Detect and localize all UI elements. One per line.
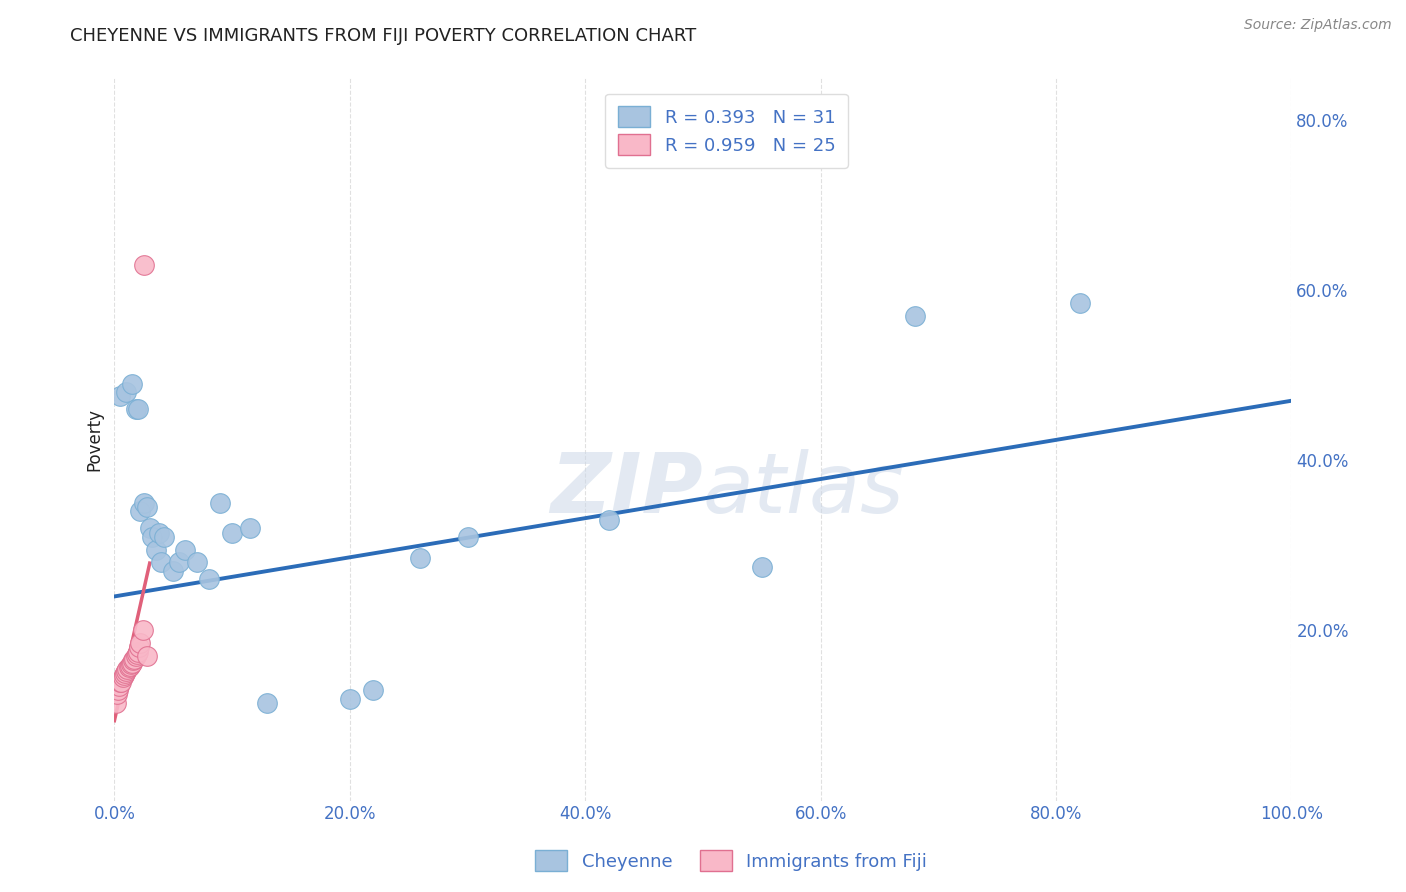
Point: [150, 555, 173, 569]
Point: [148, 525, 170, 540]
Text: CHEYENNE VS IMMIGRANTS FROM FIJI POVERTY CORRELATION CHART: CHEYENNE VS IMMIGRANTS FROM FIJI POVERTY…: [70, 27, 696, 45]
Text: ZIP: ZIP: [550, 450, 703, 530]
Legend: R = 0.393   N = 31, R = 0.959   N = 25: R = 0.393 N = 31, R = 0.959 N = 25: [605, 94, 848, 168]
Point: [162, 564, 184, 578]
Point: [363, 683, 385, 698]
Point: [110, 674, 132, 689]
Point: [122, 653, 145, 667]
Point: [174, 542, 197, 557]
Text: Source: ZipAtlas.com: Source: ZipAtlas.com: [1244, 18, 1392, 32]
Point: [112, 667, 135, 681]
Point: [129, 504, 152, 518]
Point: [457, 530, 479, 544]
Point: [136, 500, 159, 514]
Point: [904, 309, 927, 323]
Point: [197, 573, 219, 587]
Point: [167, 555, 190, 569]
Point: [339, 691, 361, 706]
Point: [145, 542, 167, 557]
Text: atlas: atlas: [703, 450, 904, 530]
Point: [108, 679, 131, 693]
Legend: Cheyenne, Immigrants from Fiji: Cheyenne, Immigrants from Fiji: [527, 843, 935, 879]
Point: [751, 559, 773, 574]
Point: [221, 525, 243, 540]
Point: [121, 656, 143, 670]
Point: [141, 530, 163, 544]
Point: [124, 651, 146, 665]
Point: [129, 636, 152, 650]
Point: [209, 496, 232, 510]
Point: [186, 555, 208, 569]
Point: [136, 648, 159, 663]
Point: [118, 659, 141, 673]
Point: [124, 648, 146, 663]
Point: [124, 402, 146, 417]
Point: [128, 640, 150, 655]
Point: [121, 376, 143, 391]
Point: [115, 665, 138, 679]
Point: [125, 647, 148, 661]
Point: [131, 624, 153, 638]
Point: [598, 513, 620, 527]
Point: [256, 696, 278, 710]
Point: [132, 496, 155, 510]
Point: [110, 674, 132, 689]
Point: [104, 696, 127, 710]
Point: [110, 389, 132, 403]
Point: [127, 645, 149, 659]
Point: [111, 670, 134, 684]
Point: [117, 660, 139, 674]
Point: [153, 530, 176, 544]
Point: [138, 521, 160, 535]
Point: [132, 258, 155, 272]
Point: [115, 385, 138, 400]
Point: [1069, 296, 1091, 310]
Point: [239, 521, 262, 535]
Point: [409, 551, 432, 566]
Y-axis label: Poverty: Poverty: [86, 408, 103, 470]
Point: [105, 687, 128, 701]
Point: [114, 665, 136, 680]
Point: [117, 662, 139, 676]
Point: [107, 683, 129, 698]
Point: [127, 402, 149, 417]
Point: [120, 657, 142, 672]
